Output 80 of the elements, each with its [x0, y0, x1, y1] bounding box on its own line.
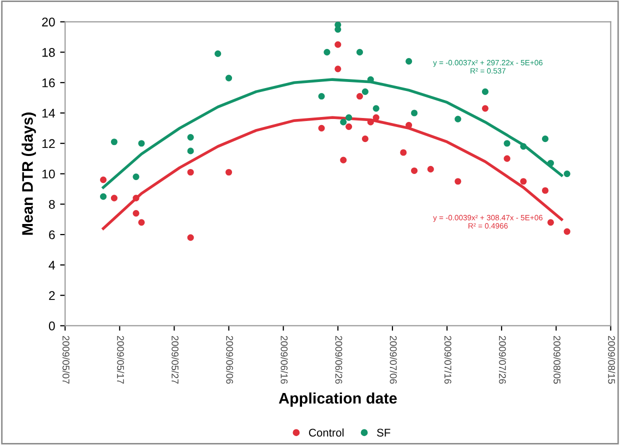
point: [520, 178, 527, 185]
point: [406, 58, 412, 65]
x-tick-label: 2009/07/26: [498, 336, 506, 384]
point: [132, 194, 140, 202]
point: [372, 114, 380, 121]
point: [372, 105, 380, 112]
point: [454, 116, 462, 122]
y-tick-label: 8: [48, 200, 55, 209]
x-axis-title: Application date: [278, 392, 397, 407]
y-tick-label: 16: [42, 78, 55, 88]
y-tick-label: 12: [42, 139, 55, 148]
point: [110, 138, 118, 146]
line-series: [102, 116, 563, 230]
y-tick-label: 2: [49, 291, 55, 300]
y-tick-label: 0: [48, 322, 55, 330]
point: [564, 170, 570, 178]
point: [346, 114, 352, 121]
point: [334, 66, 342, 72]
point: [132, 210, 140, 217]
y-axis-title: Mean DTR (days): [22, 112, 36, 235]
point: [318, 92, 325, 100]
point: [340, 118, 347, 126]
point: [542, 136, 549, 142]
point: [454, 178, 462, 185]
x-tick-label: 2009/05/27: [172, 336, 179, 384]
y-tick-label: 4: [48, 260, 56, 270]
point: [334, 26, 342, 33]
point: [187, 134, 194, 141]
x-tick-label: 2009/06/06: [226, 336, 234, 384]
x-tick-label: 2009/08/05: [554, 336, 561, 384]
point: [318, 124, 325, 132]
point: [362, 136, 368, 142]
point: [406, 122, 412, 128]
point: [138, 140, 145, 147]
point: [520, 143, 527, 150]
x-tick-label: 2009/06/26: [335, 336, 342, 384]
point: [187, 234, 194, 241]
point: [410, 110, 418, 116]
point: [427, 166, 434, 173]
x-tick-label: 2009/07/16: [444, 336, 452, 384]
point: [504, 140, 510, 147]
point: [225, 74, 232, 82]
point: [346, 123, 352, 130]
point: [187, 148, 194, 154]
point: [324, 48, 330, 56]
point: [187, 168, 194, 176]
point: [547, 160, 554, 166]
point: [100, 176, 107, 184]
point: [542, 187, 549, 194]
point: [225, 168, 232, 176]
point: [564, 228, 570, 235]
x-tick-label: 2009/05/17: [117, 336, 124, 384]
point: [410, 167, 418, 174]
legend-label: SF: [376, 428, 390, 437]
y-tick-label: 20: [42, 18, 55, 26]
point: [100, 193, 107, 200]
x-tick-label: 2009/06/16: [280, 336, 288, 384]
point: [334, 41, 342, 48]
legend-label: Control: [309, 428, 344, 437]
x-tick-label: 2009/07/06: [390, 336, 397, 384]
point: [504, 155, 510, 162]
point: [340, 156, 347, 164]
point: [356, 48, 364, 56]
point: [214, 50, 222, 58]
point: [110, 194, 118, 202]
x-tick-label: 2009/05/07: [62, 336, 70, 384]
point: [138, 219, 145, 226]
point: [547, 219, 554, 226]
point: [367, 118, 374, 126]
x-tick-label: 2009/08/15: [608, 336, 616, 384]
point: [482, 105, 489, 112]
point: [356, 92, 364, 100]
y-tick-label: 10: [42, 170, 55, 178]
point: [400, 149, 407, 156]
y-tick-label: 6: [49, 230, 55, 240]
point: [482, 88, 489, 96]
y-tick-label: 18: [42, 48, 55, 57]
y-tick-label: 14: [42, 108, 56, 118]
point: [132, 174, 140, 180]
point: [362, 88, 368, 96]
